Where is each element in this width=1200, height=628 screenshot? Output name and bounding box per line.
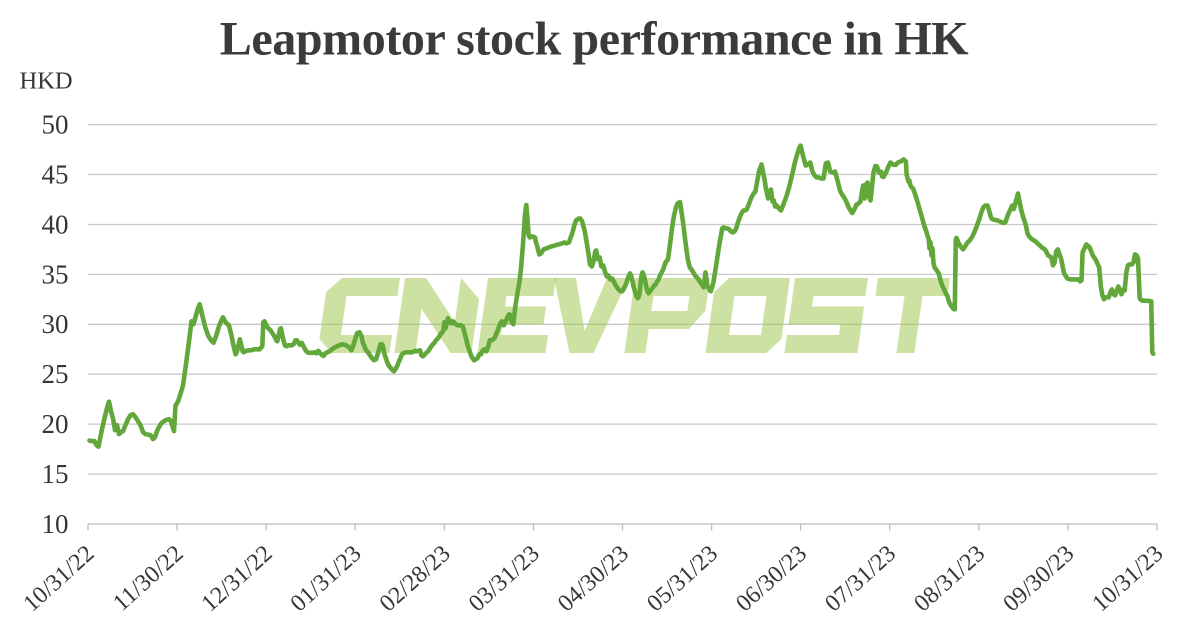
svg-text:15: 15 (42, 459, 69, 489)
svg-text:30: 30 (42, 309, 69, 339)
svg-text:10: 10 (42, 509, 69, 539)
svg-text:50: 50 (42, 110, 69, 140)
svg-text:20: 20 (42, 409, 69, 439)
svg-text:35: 35 (42, 259, 69, 289)
svg-text:45: 45 (42, 159, 69, 189)
svg-text:25: 25 (42, 359, 69, 389)
svg-text:HKD: HKD (20, 68, 73, 95)
svg-text:40: 40 (42, 209, 69, 239)
svg-text:Leapmotor stock performance in: Leapmotor stock performance in HK (220, 13, 969, 66)
